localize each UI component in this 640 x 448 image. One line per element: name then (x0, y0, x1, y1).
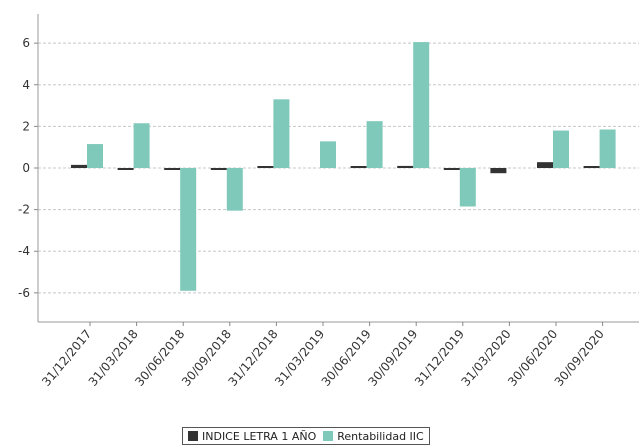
bar-indice (71, 164, 87, 168)
chart-legend: INDICE LETRA 1 AÑO Rentabilidad IIC (182, 427, 430, 445)
legend-item-rentabilidad: Rentabilidad IIC (323, 429, 424, 443)
bar-rentabilidad (133, 123, 150, 168)
bar-indice (537, 162, 553, 168)
y-tick-label: -2 (18, 203, 30, 217)
y-tick-label: 6 (22, 36, 30, 50)
bar-indice (443, 168, 460, 170)
y-tick-label: 2 (22, 119, 30, 133)
bar-rentabilidad (87, 144, 103, 168)
bar-rentabilidad (413, 42, 430, 169)
bar-rentabilidad (320, 141, 336, 168)
bar-rentabilidad (599, 129, 616, 168)
bar-rentabilidad (226, 168, 243, 211)
bar-rentabilidad (273, 99, 290, 168)
bar-rentabilidad (366, 121, 383, 168)
bar-indice (350, 166, 367, 168)
bar-rentabilidad (180, 168, 197, 291)
y-tick-label: -4 (18, 244, 30, 258)
bar-indice (117, 168, 134, 170)
bar-indice (257, 166, 274, 168)
bar-indice (490, 168, 507, 174)
y-tick-label: 0 (22, 161, 30, 175)
y-tick-label: 4 (22, 78, 30, 92)
legend-label-rentabilidad: Rentabilidad IIC (337, 429, 424, 443)
bar-indice (397, 165, 414, 168)
legend-swatch-rentabilidad (323, 431, 334, 441)
bar-indice (583, 166, 600, 168)
bar-rentabilidad (459, 168, 476, 207)
y-tick-label: -6 (18, 286, 30, 300)
legend-swatch-indice (188, 431, 198, 441)
bar-indice (210, 168, 227, 170)
legend-item-indice: INDICE LETRA 1 AÑO (188, 430, 316, 443)
legend-label-indice: INDICE LETRA 1 AÑO (202, 429, 317, 443)
bar-indice (164, 168, 181, 170)
bar-rentabilidad (553, 130, 569, 168)
